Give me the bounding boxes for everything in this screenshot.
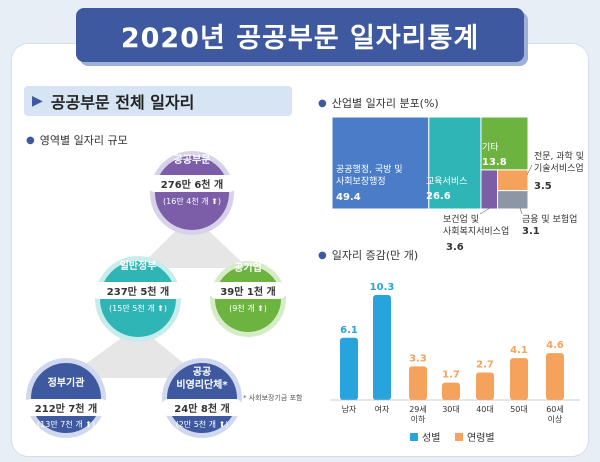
connector-wedge — [66, 326, 202, 378]
arrow-right-icon: ▶ — [32, 93, 43, 109]
treemap-label-finance: 금융 및 보험업 — [522, 213, 577, 225]
treemap-value-prof: 3.5 — [534, 181, 552, 192]
node-gov-agency-value: 212만 7천 개 — [35, 402, 97, 415]
bar — [510, 358, 528, 400]
node-public-change: (16만 4천 개 ⬆) — [163, 196, 221, 206]
node-corporation-change: (9천 개 ⬆) — [229, 303, 267, 313]
connector-wedge — [138, 215, 248, 268]
left-subheading: ● 영역별 일자리 규모 — [26, 132, 128, 148]
left-subheading-text: 영역별 일자리 규모 — [39, 134, 128, 147]
node-government-change: (15만 5천 개 ⬆) — [109, 303, 167, 313]
section-title: 공공부문 전체 일자리 — [50, 93, 195, 112]
node-public-name: 공공부문 — [174, 154, 211, 166]
legend-swatch-gender — [410, 433, 418, 441]
treemap-label-health-2: 사회복지서비스업 — [443, 226, 509, 237]
industry-subheading-text: 산업별 일자리 분포(%) — [331, 97, 439, 110]
node-gov-agency: 정부기관 212만 7천 개 (13만 7천 개 ⬆) — [23, 358, 109, 438]
treemap-cell-edu — [428, 116, 482, 210]
node-public-value: 276만 6천 개 — [161, 178, 223, 191]
section-header: ▶ 공공부문 전체 일자리 — [24, 86, 292, 116]
legend-gender: 성별 — [422, 432, 440, 444]
treemap-value-health: 3.6 — [446, 242, 464, 253]
legend-age: 연령별 — [467, 432, 495, 444]
leader-line — [519, 207, 523, 215]
x-tick-label: 남자 — [342, 405, 357, 414]
treemap-label-admin-2: 사회보장행정 — [336, 175, 386, 187]
x-tick-label: 40대 — [476, 405, 494, 414]
node-corporation-name: 공기업 — [234, 261, 262, 274]
node-nonprofit: 공공 비영리단체* 24만 8천 개 (2만 5천 개 ⬆) — [161, 358, 243, 438]
x-tick-label: 50대 — [510, 405, 528, 414]
bar — [442, 382, 460, 400]
bar-value-label: 4.6 — [546, 340, 564, 351]
bar-value-label: 1.7 — [442, 370, 460, 381]
node-gov-agency-change: (13만 7천 개 ⬆) — [37, 419, 95, 429]
node-public: 공공부문 276만 6천 개 (16만 4천 개 ⬆) — [147, 151, 237, 235]
bar — [409, 366, 427, 400]
bullet-icon: ● — [318, 97, 327, 109]
treemap-cell-etc — [480, 116, 529, 171]
node-corporation: 공기업 39만 1천 개 (9천 개 ⬆) — [209, 261, 287, 337]
bar-value-label: 4.1 — [510, 345, 528, 356]
node-nonprofit-change: (2만 5천 개 ⬆) — [176, 419, 229, 429]
bar-value-label: 10.3 — [370, 282, 395, 293]
title-banner: 2020년 공공부문 일자리통계 — [76, 8, 524, 62]
node-nonprofit-name1: 공공 — [193, 366, 211, 378]
node-government-value: 237만 5천 개 — [107, 285, 169, 298]
treemap-value-finance: 3.1 — [522, 226, 540, 237]
x-tick-label: 30대 — [442, 405, 460, 414]
legend: 성별 연령별 — [410, 432, 495, 444]
x-tick-label: 29세 이하 — [409, 405, 427, 424]
treemap-label-health-1: 보건업 및 — [443, 213, 479, 225]
industry-subheading: ● 산업별 일자리 분포(%) — [318, 95, 439, 111]
increase-subheading: ● 일자리 증감(만 개) — [318, 247, 418, 263]
leader-line — [479, 207, 491, 215]
node-nonprofit-value: 24만 8천 개 — [174, 402, 229, 415]
node-government-name: 일반정부 — [120, 259, 157, 272]
bar — [546, 353, 564, 400]
node-gov-agency-name: 정부기관 — [48, 376, 86, 389]
footnote: * 사회보장기금 포함 — [243, 393, 303, 402]
treemap-label-edu: 교육서비스 — [426, 176, 467, 187]
treemap-value-edu: 26.6 — [426, 191, 451, 202]
treemap-label-prof-1: 전문, 과학 및 — [534, 150, 584, 162]
treemap-cell-finance — [497, 190, 529, 210]
page-title: 2020년 공공부문 일자리통계 — [120, 22, 480, 54]
node-corporation-value: 39만 1천 개 — [220, 285, 275, 298]
treemap-value-admin: 49.4 — [336, 192, 361, 203]
treemap-label-etc: 기타 — [482, 142, 499, 153]
x-tick-label: 60세 이상 — [546, 405, 564, 424]
legend-swatch-age — [455, 433, 463, 441]
node-government: 일반정부 237만 5천 개 (15만 5천 개 ⬆) — [91, 256, 185, 342]
treemap-label-prof-2: 기술서비스업 — [534, 163, 584, 174]
bar — [340, 337, 358, 400]
bar-value-label: 3.3 — [409, 353, 427, 364]
bar-value-label: 6.1 — [340, 325, 358, 336]
bullet-icon: ● — [26, 134, 35, 146]
treemap-cell-admin — [331, 116, 430, 210]
treemap-value-etc: 13.8 — [482, 157, 507, 168]
bar-value-label: 2.7 — [476, 359, 494, 370]
leader-line — [526, 164, 533, 176]
x-tick-label: 여자 — [375, 404, 390, 414]
bullet-icon: ● — [318, 249, 327, 261]
bar — [373, 294, 391, 400]
increase-subheading-text: 일자리 증감(만 개) — [331, 249, 419, 262]
bar — [476, 372, 494, 400]
node-nonprofit-name2: 비영리단체* — [176, 378, 228, 391]
treemap-label-admin-1: 공공행정, 국방 및 — [336, 163, 403, 175]
